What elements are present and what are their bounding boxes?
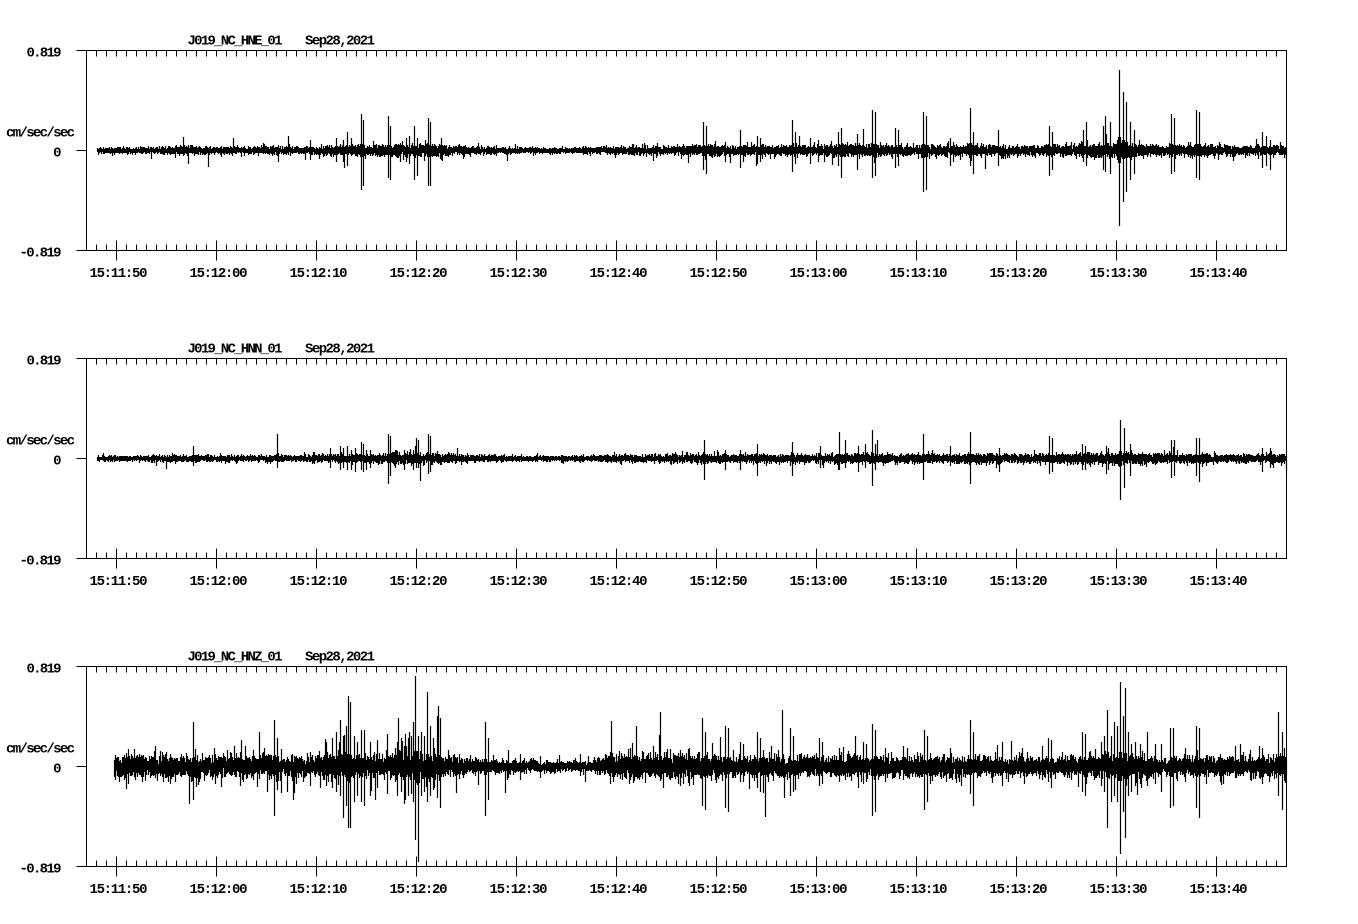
- svg-text:15:12:30: 15:12:30: [490, 574, 548, 590]
- svg-text:15:12:20: 15:12:20: [390, 882, 448, 898]
- svg-text:15:11:50: 15:11:50: [90, 266, 148, 282]
- svg-text:15:13:00: 15:13:00: [790, 266, 848, 282]
- svg-text:15:12:50: 15:12:50: [690, 266, 748, 282]
- svg-text:15:11:50: 15:11:50: [90, 882, 148, 898]
- svg-text:15:12:40: 15:12:40: [590, 266, 648, 282]
- svg-text:15:13:30: 15:13:30: [1090, 882, 1148, 898]
- svg-text:J019_NC_HNZ_01: J019_NC_HNZ_01: [188, 650, 283, 666]
- svg-text:15:12:00: 15:12:00: [190, 266, 248, 282]
- svg-text:cm/sec/sec: cm/sec/sec: [6, 126, 75, 142]
- svg-text:J019_NC_HNE_01: J019_NC_HNE_01: [188, 34, 283, 50]
- svg-text:15:12:30: 15:12:30: [490, 882, 548, 898]
- svg-text:15:13:10: 15:13:10: [890, 882, 948, 898]
- svg-text:15:12:00: 15:12:00: [190, 574, 248, 590]
- svg-text:15:13:20: 15:13:20: [990, 266, 1048, 282]
- svg-text:Sep28,2021: Sep28,2021: [305, 650, 375, 666]
- svg-text:15:12:10: 15:12:10: [290, 574, 348, 590]
- svg-text:0: 0: [53, 454, 61, 470]
- svg-text:15:12:50: 15:12:50: [690, 574, 748, 590]
- svg-text:Sep28,2021: Sep28,2021: [305, 34, 375, 50]
- svg-text:-0.819: -0.819: [20, 246, 62, 262]
- svg-text:15:12:20: 15:12:20: [390, 266, 448, 282]
- svg-text:cm/sec/sec: cm/sec/sec: [6, 434, 75, 450]
- svg-text:15:12:40: 15:12:40: [590, 574, 648, 590]
- svg-text:15:13:20: 15:13:20: [990, 574, 1048, 590]
- svg-text:15:13:40: 15:13:40: [1190, 882, 1248, 898]
- svg-text:15:12:10: 15:12:10: [290, 266, 348, 282]
- svg-text:-0.819: -0.819: [20, 554, 62, 570]
- svg-text:-0.819: -0.819: [20, 862, 62, 878]
- svg-text:15:12:40: 15:12:40: [590, 882, 648, 898]
- svg-text:15:12:20: 15:12:20: [390, 574, 448, 590]
- svg-text:15:13:10: 15:13:10: [890, 266, 948, 282]
- svg-text:15:11:50: 15:11:50: [90, 574, 148, 590]
- svg-text:0: 0: [53, 762, 61, 778]
- svg-text:15:13:40: 15:13:40: [1190, 574, 1248, 590]
- svg-text:15:12:10: 15:12:10: [290, 882, 348, 898]
- svg-text:15:13:40: 15:13:40: [1190, 266, 1248, 282]
- svg-text:15:13:30: 15:13:30: [1090, 574, 1148, 590]
- svg-text:0: 0: [53, 146, 61, 162]
- svg-text:15:13:30: 15:13:30: [1090, 266, 1148, 282]
- svg-text:15:12:00: 15:12:00: [190, 882, 248, 898]
- svg-text:J019_NC_HNN_01: J019_NC_HNN_01: [188, 342, 283, 358]
- svg-text:15:13:10: 15:13:10: [890, 574, 948, 590]
- svg-text:15:13:00: 15:13:00: [790, 882, 848, 898]
- svg-text:15:12:30: 15:12:30: [490, 266, 548, 282]
- svg-text:15:13:20: 15:13:20: [990, 882, 1048, 898]
- svg-text:0.819: 0.819: [27, 354, 62, 370]
- svg-text:cm/sec/sec: cm/sec/sec: [6, 742, 75, 758]
- svg-text:Sep28,2021: Sep28,2021: [305, 342, 375, 358]
- svg-text:15:12:50: 15:12:50: [690, 882, 748, 898]
- svg-text:15:13:00: 15:13:00: [790, 574, 848, 590]
- svg-text:0.819: 0.819: [27, 662, 62, 678]
- svg-text:0.819: 0.819: [27, 46, 62, 62]
